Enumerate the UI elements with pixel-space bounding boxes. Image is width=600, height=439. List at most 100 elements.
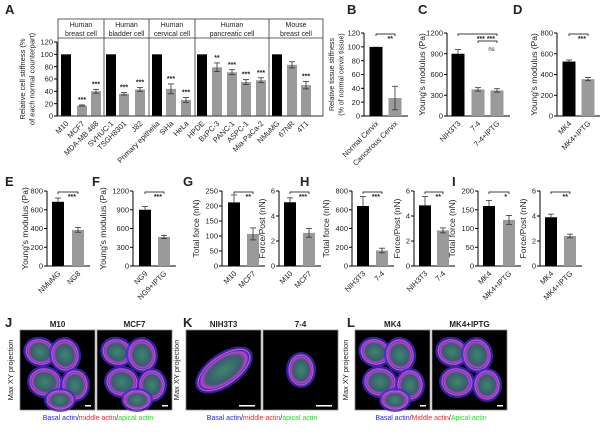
bar-primary-epithelia <box>152 54 162 116</box>
significance-bracket <box>488 191 510 194</box>
significance-bracket <box>144 191 165 194</box>
significance-label: ** <box>214 55 220 62</box>
bar-nih3t3 <box>451 53 465 116</box>
significance-bracket <box>457 33 498 36</box>
legend-0: Basal actin <box>375 415 409 422</box>
scale-bar <box>239 405 255 407</box>
channel-legend: Basal actin/middle actin/apical actin <box>43 415 154 422</box>
significance-label: *** <box>136 80 144 87</box>
x-tick-label: 67NR <box>276 119 296 139</box>
x-tick-label: 7-4 <box>372 269 386 283</box>
significance-label: ** <box>436 194 442 201</box>
significance-bracket <box>289 191 310 194</box>
x-tick-label: NMuMG <box>36 269 62 295</box>
x-tick-label: MK4 <box>476 269 493 286</box>
image-title: NIH3T3 <box>210 320 238 329</box>
bar-7-4 <box>376 250 388 266</box>
panel-letter: L <box>347 315 355 330</box>
significance-bracket <box>477 40 498 43</box>
legend-1: / <box>280 415 282 422</box>
y-tick-label: 900 <box>430 49 443 58</box>
y-tick-label: 0 <box>356 112 360 121</box>
panel-letter: K <box>183 315 193 330</box>
y-tick-label: 50 <box>466 243 474 252</box>
image-title: MCF7 <box>124 320 146 329</box>
y-tick-label: 60 <box>352 70 360 79</box>
group-header: Human bladder cell <box>109 22 145 38</box>
bar-nih3t3 <box>419 205 431 266</box>
y-axis-label: Total force (nN) <box>447 199 457 257</box>
bar-mk4-iptg <box>581 79 595 116</box>
y-tick-label: 0 <box>125 262 129 271</box>
x-tick-label: NIH3T3 <box>343 269 368 294</box>
bar-nmumg <box>52 201 64 266</box>
y-tick-label: 800 <box>30 187 43 196</box>
chart-H1: 0 200 400 600 800 Total force (nN) NIH3T3 7-4 **… <box>321 187 394 294</box>
y-tick-label: 80 <box>45 62 53 71</box>
y-tick-label: 80 <box>352 56 360 65</box>
y-tick-label: 100 <box>205 232 218 241</box>
y-axis-label: Young's modulus (Pa) <box>417 33 427 116</box>
y-tick-label: 60 <box>45 75 53 84</box>
y-tick-label: 400 <box>335 224 348 233</box>
y-tick-label: 0 <box>49 112 53 121</box>
y-tick-label: 1200 <box>426 29 443 38</box>
significance-label: * <box>504 194 507 201</box>
y-axis-label: Relative tissue stiffness (% of normal ce… <box>329 33 346 115</box>
bar-nih3t3 <box>357 206 369 266</box>
y-tick-label: 50 <box>210 247 218 256</box>
scale-bar <box>85 405 91 407</box>
panel-letter: B <box>347 2 356 17</box>
panel-letter: D <box>513 2 522 17</box>
y-tick-label: 4 <box>271 212 275 221</box>
bar-tsgh8301 <box>119 93 129 116</box>
y-tick-label: 100 <box>347 42 360 51</box>
chart-H2: 0 2 4 6 Force/Post (nN) NIH3T3 7-4 ** <box>392 187 455 294</box>
significance-bracket <box>568 33 589 36</box>
significance-label: *** <box>92 81 100 88</box>
bar-7-4 <box>437 230 449 266</box>
y-tick-label: 2 <box>532 237 536 246</box>
bar-mk4 <box>562 61 576 116</box>
bar-ng9 <box>139 209 151 266</box>
y-tick-label: 100 <box>461 224 474 233</box>
y-tick-label: 900 <box>116 205 129 214</box>
y-tick-label: 0 <box>549 112 553 121</box>
bar-nmumg <box>272 54 282 116</box>
y-axis-label: Total force (nN) <box>321 199 331 257</box>
microscopy-image <box>262 329 339 411</box>
microscopy-image <box>431 329 508 411</box>
y-tick-label: 400 <box>540 70 553 79</box>
channel-legend: Basal actin/Middle actin/Apical actin <box>375 415 486 422</box>
group-header: Human pancreatic cell <box>210 22 255 38</box>
group-header: Mouse breast cell <box>280 22 312 38</box>
y-tick-label: 1200 <box>112 187 129 196</box>
y-tick-label: 200 <box>540 91 553 100</box>
significance-label: *** <box>78 97 86 104</box>
significance-label: *** <box>228 62 236 69</box>
image-title: 7-4 <box>295 320 307 329</box>
panel-letter: A <box>5 2 15 17</box>
significance-label: ** <box>388 36 394 43</box>
y-tick-label: 0 <box>439 112 443 121</box>
y-tick-label: 300 <box>430 91 443 100</box>
group-frame <box>57 18 324 117</box>
legend-0: / <box>241 415 243 422</box>
y-tick-label: 6 <box>271 187 275 196</box>
image-title: M10 <box>50 320 66 329</box>
y-axis-label: Force/Post (nN) <box>392 198 402 258</box>
significance-label: *** <box>302 73 310 80</box>
y-tick-label: 6 <box>406 187 410 196</box>
bar-mcf7 <box>247 233 259 266</box>
bar-mk4 <box>545 217 557 266</box>
y-tick-label: 150 <box>461 205 474 214</box>
y-axis-label: Young's modulus (Pa) <box>529 33 539 116</box>
y-tick-label: 20 <box>352 98 360 107</box>
